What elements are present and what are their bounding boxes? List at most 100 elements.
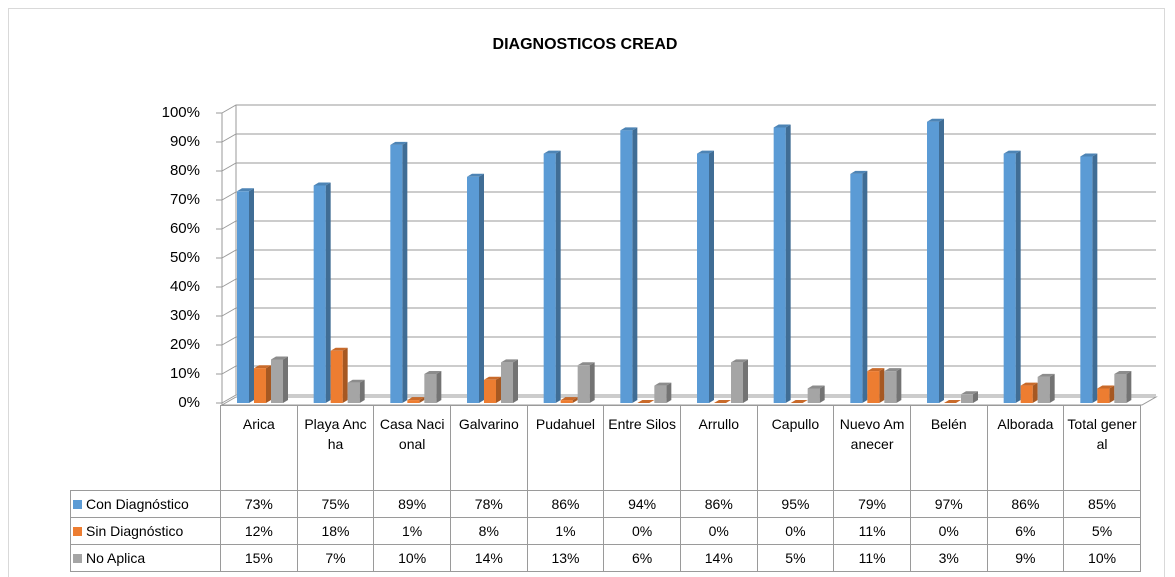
value-label: 14% — [679, 544, 758, 572]
bar-side — [419, 397, 425, 403]
bar-side — [939, 118, 944, 403]
category-label: Belén — [909, 405, 988, 491]
category-label: Arica — [220, 405, 298, 491]
y-tick-label: 10% — [170, 365, 200, 382]
bar — [1080, 156, 1093, 403]
grid-line — [221, 336, 1156, 346]
grid-line — [221, 133, 1156, 143]
bar-top — [714, 400, 731, 403]
value-label: 94% — [603, 490, 681, 518]
grid-line — [221, 249, 1156, 259]
category-label: Casa Nacional — [373, 405, 451, 491]
bar-top — [961, 391, 978, 395]
bar-side — [743, 359, 748, 403]
bar-top — [654, 382, 672, 386]
bar — [927, 121, 939, 403]
value-label: 0% — [679, 517, 758, 545]
bar-side — [1049, 373, 1055, 403]
bar-top — [407, 397, 425, 401]
bar — [1020, 385, 1033, 403]
legend-entry: Sin Diagnóstico — [70, 517, 221, 545]
grid-line — [221, 162, 1156, 172]
value-label: 6% — [986, 517, 1065, 545]
bar-top — [254, 365, 271, 369]
bar-top — [1097, 385, 1115, 389]
bar-top — [424, 371, 442, 374]
bar — [884, 371, 897, 403]
value-label: 18% — [296, 517, 375, 545]
value-label: 11% — [833, 517, 911, 545]
legend-swatch — [73, 500, 82, 509]
value-label: 86% — [679, 490, 758, 518]
bar — [807, 388, 820, 403]
bar-side — [1015, 150, 1021, 403]
category-label: Arrullo — [679, 405, 758, 491]
bar-top — [927, 118, 944, 122]
value-label: 11% — [833, 544, 911, 572]
bar-side — [1032, 382, 1038, 403]
bar — [773, 127, 786, 403]
value-label: 3% — [909, 544, 988, 572]
bar-top — [867, 368, 885, 372]
bar-side — [666, 382, 672, 403]
bar-top — [390, 141, 408, 145]
value-label: 79% — [833, 490, 911, 518]
y-tick-label: 30% — [170, 307, 200, 324]
grid-line — [221, 220, 1156, 230]
bar-top — [467, 173, 484, 177]
value-label: 9% — [986, 544, 1065, 572]
chart-title: DIAGNOSTICOS CREAD — [493, 36, 678, 53]
bar-side — [819, 385, 825, 403]
bar-side — [402, 141, 408, 403]
bar-side — [896, 368, 902, 403]
value-label: 1% — [373, 517, 451, 545]
value-label: 5% — [1063, 517, 1141, 545]
chart-frame — [8, 8, 1165, 577]
bar — [654, 385, 667, 403]
grid-line — [221, 104, 1156, 114]
category-label: Capullo — [756, 405, 835, 491]
bar-top — [637, 400, 655, 403]
bar-side — [785, 124, 791, 403]
bar-top — [884, 368, 902, 372]
value-label: 12% — [220, 517, 298, 545]
bar — [620, 130, 633, 403]
legend-label: Con Diagnóstico — [86, 496, 189, 512]
bar — [407, 400, 420, 403]
bar-side — [862, 170, 868, 403]
series-row: No Aplica 15% 7% 10% 14% 13% 6% 14% 5% 11% 3% 9% 10% — [70, 544, 1141, 572]
value-label: 0% — [909, 517, 988, 545]
bar — [424, 374, 437, 403]
grid-line — [221, 365, 1156, 375]
bar-side — [325, 182, 331, 403]
bar-top — [731, 359, 748, 363]
bar-top — [347, 379, 365, 383]
value-label: 6% — [603, 544, 681, 572]
bar — [271, 359, 283, 403]
value-label: 95% — [756, 490, 835, 518]
bar — [850, 173, 863, 403]
value-label: 8% — [449, 517, 528, 545]
bar-top — [501, 359, 518, 363]
bar — [961, 394, 973, 403]
bar-side — [1092, 153, 1098, 403]
legend-entry: No Aplica — [70, 544, 221, 572]
value-label: 14% — [449, 544, 528, 572]
bar — [390, 144, 403, 403]
value-label: 0% — [603, 517, 681, 545]
bar-side — [973, 391, 978, 403]
series-row: Con Diagnóstico 73% 75% 89% 78% 86% 94% 86% 95% 7… — [70, 490, 1141, 518]
grid-line — [221, 394, 1156, 404]
value-label: 85% — [1063, 490, 1141, 518]
bar-side — [709, 150, 714, 403]
value-label: 0% — [756, 517, 835, 545]
bar-side — [249, 188, 254, 403]
bar-top — [944, 400, 961, 403]
bar-side — [342, 347, 348, 403]
y-tick-label: 60% — [170, 220, 200, 237]
value-label: 86% — [986, 490, 1065, 518]
data-table: Arica Playa Ancha Casa Nacional Galvarino Pu… — [70, 405, 1141, 572]
bar-side — [632, 127, 638, 404]
bar-side — [496, 376, 501, 403]
